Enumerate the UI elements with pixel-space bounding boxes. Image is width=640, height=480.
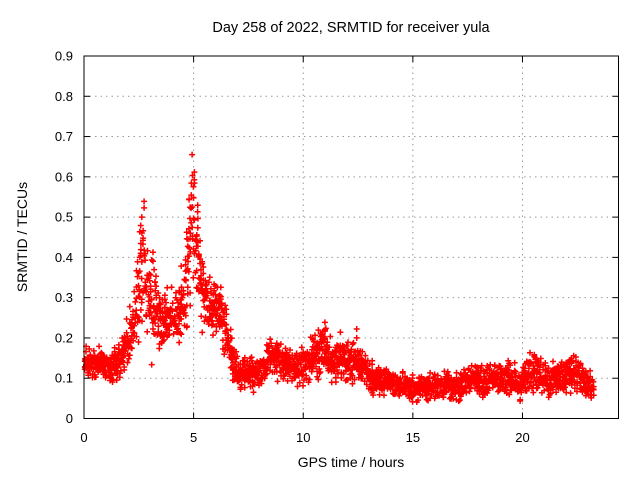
y-tick-label: 0.6: [55, 169, 73, 184]
y-tick-label: 0.5: [55, 210, 73, 225]
tick-labels: 0 5 10 15 20 0 0.1 0.2 0.3 0.4 0.5 0.6 0.7 0.8 0.9: [55, 49, 530, 446]
x-tick-label: 10: [296, 430, 310, 445]
x-tick-label: 15: [406, 430, 420, 445]
x-axis-label: GPS time / hours: [298, 454, 405, 470]
y-tick-label: 0.1: [55, 371, 73, 386]
plot-border: [83, 55, 619, 419]
chart-title: Day 258 of 2022, SRMTID for receiver yul…: [212, 20, 490, 36]
y-tick-label: 0.8: [55, 89, 73, 104]
y-tick-label: 0.7: [55, 129, 73, 144]
y-tick-label: 0.9: [55, 49, 73, 64]
y-axis-label: SRMTID / TECUs: [14, 182, 30, 292]
y-tick-label: 0: [66, 411, 73, 426]
scatter-points: [81, 151, 597, 405]
x-tick-label: 0: [80, 430, 87, 445]
tick-marks: [83, 55, 619, 419]
x-tick-label: 5: [190, 430, 197, 445]
y-tick-label: 0.4: [55, 250, 73, 265]
y-tick-label: 0.3: [55, 290, 73, 305]
y-tick-label: 0.2: [55, 330, 73, 345]
x-tick-label: 20: [515, 430, 529, 445]
